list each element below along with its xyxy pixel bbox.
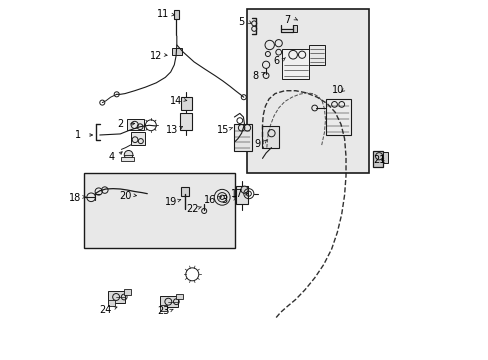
- Bar: [181, 187, 188, 196]
- Bar: [176, 294, 183, 300]
- Bar: [171, 48, 182, 55]
- Bar: [236, 186, 247, 204]
- Bar: [160, 296, 177, 307]
- Bar: [309, 45, 325, 65]
- Text: 8: 8: [252, 71, 258, 81]
- Text: 18: 18: [69, 193, 81, 203]
- Text: 20: 20: [119, 191, 132, 201]
- Bar: [179, 113, 192, 130]
- Text: 4: 4: [108, 152, 114, 162]
- Bar: [282, 49, 309, 79]
- Bar: [247, 9, 368, 173]
- Bar: [108, 301, 115, 306]
- Text: 16: 16: [204, 195, 216, 205]
- Bar: [233, 124, 251, 151]
- Text: 7: 7: [284, 15, 290, 25]
- Text: 24: 24: [100, 305, 112, 315]
- Bar: [292, 25, 297, 32]
- Bar: [121, 157, 134, 161]
- Bar: [325, 99, 350, 135]
- Text: 11: 11: [157, 9, 169, 19]
- Text: 22: 22: [185, 204, 198, 214]
- Bar: [160, 305, 167, 311]
- Bar: [173, 10, 178, 19]
- Text: 1: 1: [75, 130, 81, 140]
- Text: 12: 12: [150, 51, 162, 61]
- Text: 10: 10: [331, 85, 344, 95]
- Text: 3: 3: [221, 195, 227, 205]
- Text: 2: 2: [117, 119, 123, 129]
- Text: 6: 6: [273, 56, 280, 66]
- Text: 9: 9: [254, 139, 260, 149]
- Text: 17: 17: [231, 189, 243, 199]
- Circle shape: [241, 186, 247, 193]
- Text: 19: 19: [164, 197, 177, 207]
- Text: 13: 13: [166, 125, 178, 135]
- Circle shape: [124, 150, 133, 159]
- Bar: [373, 151, 383, 167]
- Bar: [124, 289, 131, 295]
- Text: 14: 14: [170, 96, 182, 106]
- Bar: [382, 152, 387, 163]
- Bar: [108, 291, 125, 303]
- Text: 23: 23: [157, 306, 169, 316]
- Bar: [127, 119, 143, 130]
- Text: 21: 21: [372, 155, 385, 165]
- Bar: [131, 132, 145, 145]
- Text: 15: 15: [216, 125, 228, 135]
- Bar: [262, 126, 278, 148]
- Bar: [84, 173, 235, 248]
- Bar: [181, 97, 191, 110]
- Text: 5: 5: [237, 17, 244, 27]
